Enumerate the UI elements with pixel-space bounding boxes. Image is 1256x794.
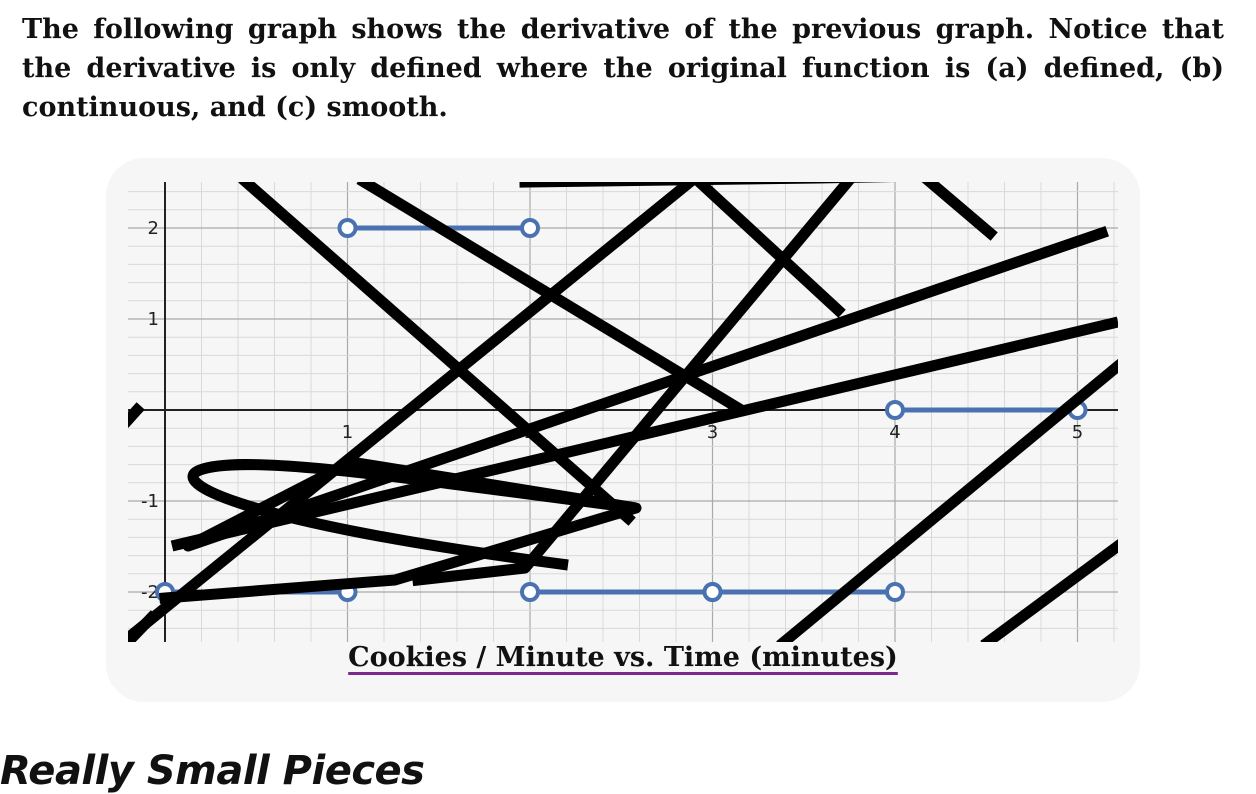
open-endpoint xyxy=(885,582,905,602)
graph-card: 1 2 3 4 5 2 1 -1 -2 Cookies / Minute vs. Time (m… xyxy=(106,158,1140,702)
open-endpoint xyxy=(702,582,723,602)
x-tick-label: 5 xyxy=(1072,422,1083,443)
scribble-stroke xyxy=(128,402,145,428)
intro-paragraph: The following graph shows the derivative… xyxy=(22,14,1224,123)
scribble-stroke xyxy=(411,182,855,587)
x-tick-label: 1 xyxy=(342,422,353,443)
y-tick-label: -2 xyxy=(141,582,159,603)
scribble-overlay xyxy=(128,182,1118,642)
scribble-stroke xyxy=(170,316,1118,552)
scribble-stroke xyxy=(238,182,636,526)
scribble-stroke xyxy=(356,182,746,416)
derivative-graph: 1 2 3 4 521-1-2 xyxy=(128,182,1118,642)
y-tick-label: 1 xyxy=(148,309,159,330)
section-heading: Really Small Pieces xyxy=(0,748,425,794)
x-tick-label: 3 xyxy=(707,422,718,443)
scribble-stroke xyxy=(519,182,998,241)
open-endpoint xyxy=(520,218,540,238)
scribble-stroke xyxy=(159,226,1109,604)
open-endpoint xyxy=(885,400,905,420)
y-tick-label: -1 xyxy=(141,491,159,512)
caption-link[interactable]: Cookies / Minute vs. Time (minutes) xyxy=(348,642,898,673)
graph-caption: Cookies / Minute vs. Time (minutes) xyxy=(106,642,1140,673)
open-endpoint xyxy=(337,218,358,238)
scribble-stroke xyxy=(776,358,1118,642)
scribble-stroke xyxy=(128,610,159,642)
scribble-stroke xyxy=(980,539,1118,642)
y-tick-label: 2 xyxy=(148,218,159,239)
open-endpoint xyxy=(520,582,540,602)
x-tick-label: 4 xyxy=(889,422,900,443)
